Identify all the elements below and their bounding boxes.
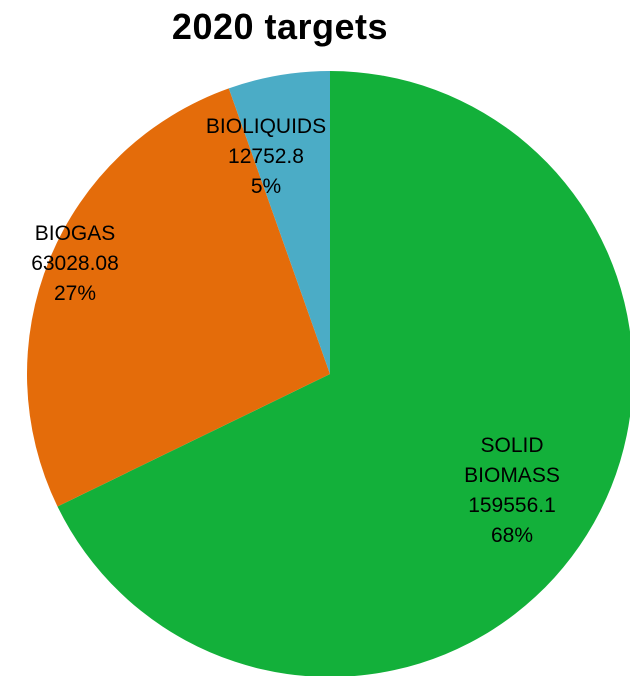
pie-slice-biogas xyxy=(26,88,330,507)
chart-title: 2020 targets xyxy=(171,6,389,47)
pie-labels: SOLID BIOMASS 159556.1 68% BIOGAS 63028.08 27%… xyxy=(31,115,560,547)
slice-label-solid-biomass: SOLID BIOMASS 159556.1 68% xyxy=(464,434,560,547)
slice-label-biogas: BIOGAS 63028.08 27% xyxy=(31,222,119,305)
slice-label-bioliquids: BIOLIQUIDS 12752.8 5% xyxy=(206,115,326,198)
pie-slice-bioliquids xyxy=(228,71,330,374)
pie-slices xyxy=(26,71,630,676)
pie-slice-solid-biomass xyxy=(57,71,630,676)
